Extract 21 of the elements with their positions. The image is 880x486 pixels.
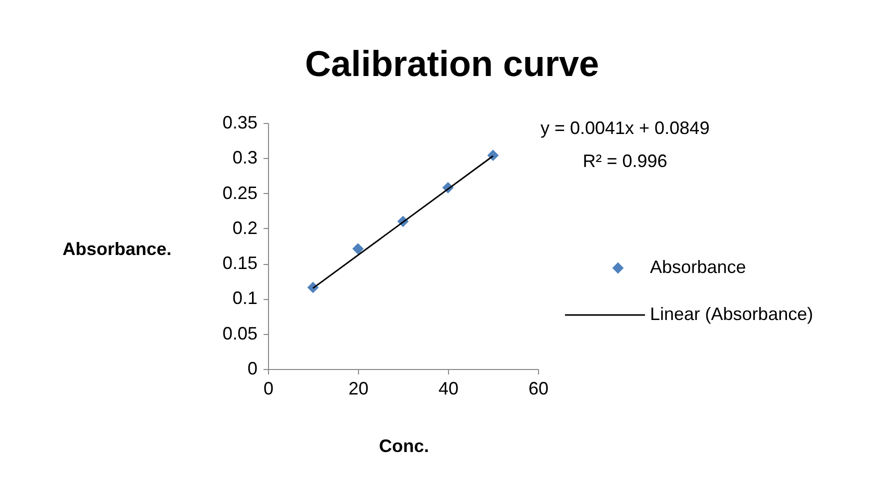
y-axis-title: Absorbance. [62,239,172,259]
y-tick-label: 0.25 [222,182,258,203]
y-tick-label: 0.05 [222,323,258,344]
x-tick-label: 20 [348,378,369,398]
y-tick-label: 0.1 [232,288,258,308]
y-tick-label: 0.3 [232,148,258,168]
legend-label: Linear (Absorbance) [650,304,814,324]
y-tick-label: 0.35 [222,112,258,132]
point [352,243,364,255]
x-axis-title: Conc. [378,436,430,456]
x-tick-label: 40 [438,378,459,398]
chart-title: Calibration curve [304,43,600,84]
y-tick-label: 0.15 [222,253,258,274]
y-tick-label: 0 [247,358,258,378]
legend-label: Absorbance [650,257,746,277]
y-tick-label: 0.2 [232,218,258,238]
text: R² = 0.996 [582,151,668,171]
x-tick-label: 60 [528,378,549,398]
point [487,150,499,162]
text: y = 0.0041x + 0.0849 [540,118,710,138]
x-tick-label: 0 [263,378,274,398]
